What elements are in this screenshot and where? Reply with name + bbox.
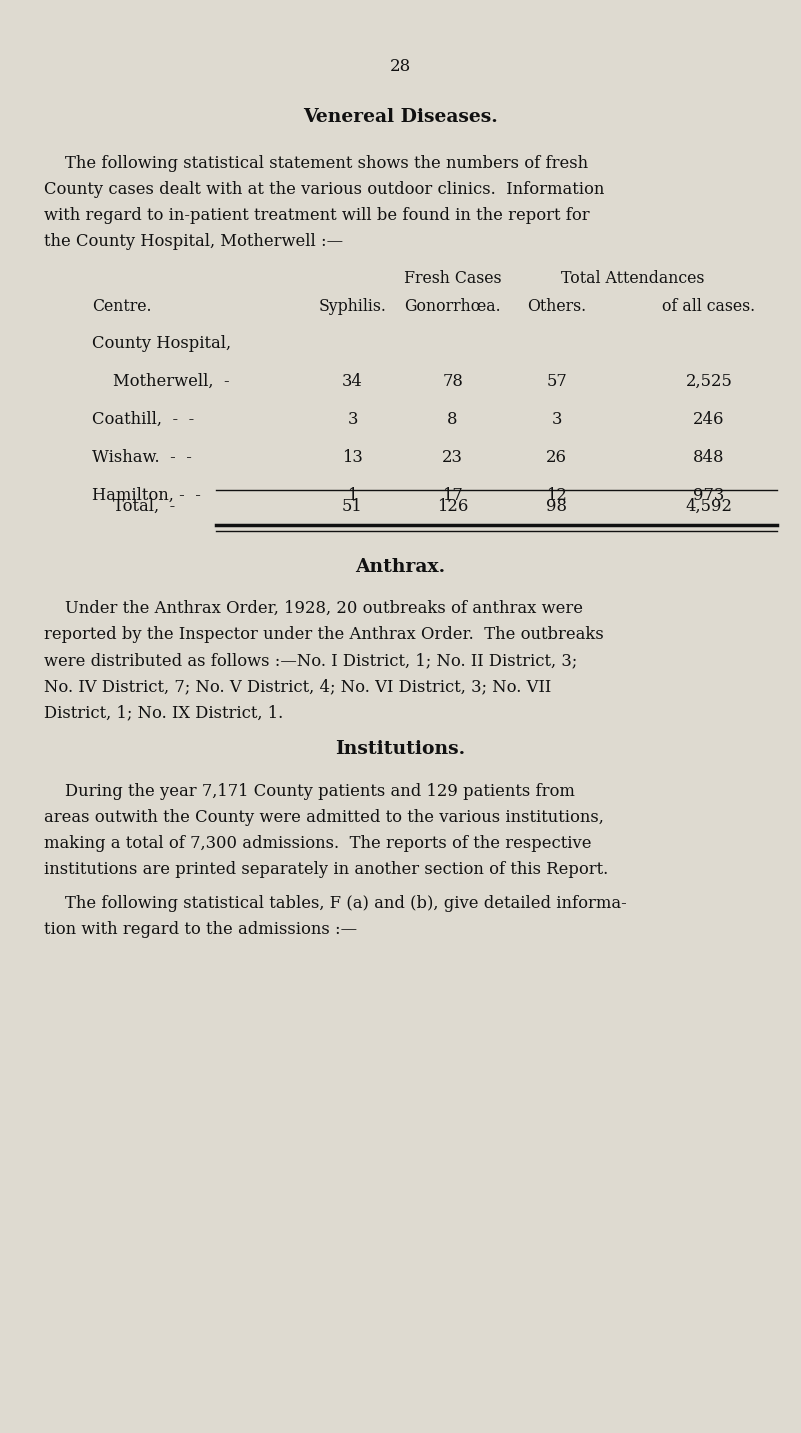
Text: During the year 7,171 County patients and 129 patients from: During the year 7,171 County patients an… bbox=[44, 782, 575, 800]
Text: 23: 23 bbox=[442, 449, 463, 466]
Text: Fresh Cases: Fresh Cases bbox=[404, 269, 501, 287]
Text: 1: 1 bbox=[348, 487, 357, 504]
Text: 26: 26 bbox=[546, 449, 567, 466]
Text: 13: 13 bbox=[342, 449, 363, 466]
Text: with regard to in-patient treatment will be found in the report for: with regard to in-patient treatment will… bbox=[44, 206, 590, 224]
Text: County cases dealt with at the various outdoor clinics.  Information: County cases dealt with at the various o… bbox=[44, 181, 605, 198]
Text: Total,  -: Total, - bbox=[92, 499, 175, 514]
Text: Institutions.: Institutions. bbox=[336, 739, 465, 758]
Text: 17: 17 bbox=[442, 487, 463, 504]
Text: reported by the Inspector under the Anthrax Order.  The outbreaks: reported by the Inspector under the Anth… bbox=[44, 626, 604, 643]
Text: 8: 8 bbox=[447, 411, 458, 428]
Text: the County Hospital, Motherwell :—: the County Hospital, Motherwell :— bbox=[44, 234, 343, 249]
Text: Anthrax.: Anthrax. bbox=[356, 557, 445, 576]
Text: 57: 57 bbox=[546, 373, 567, 390]
Text: Others.: Others. bbox=[527, 298, 586, 315]
Text: Under the Anthrax Order, 1928, 20 outbreaks of anthrax were: Under the Anthrax Order, 1928, 20 outbre… bbox=[44, 600, 583, 618]
Text: No. IV District, 7; No. V District, 4; No. VI District, 3; No. VII: No. IV District, 7; No. V District, 4; N… bbox=[44, 678, 551, 695]
Text: 126: 126 bbox=[437, 499, 469, 514]
Text: 246: 246 bbox=[693, 411, 725, 428]
Text: 28: 28 bbox=[390, 57, 411, 75]
Text: 3: 3 bbox=[552, 411, 562, 428]
Text: 34: 34 bbox=[342, 373, 363, 390]
Text: 848: 848 bbox=[693, 449, 725, 466]
Text: of all cases.: of all cases. bbox=[662, 298, 755, 315]
Text: Centre.: Centre. bbox=[92, 298, 151, 315]
Text: 973: 973 bbox=[693, 487, 725, 504]
Text: Wishaw.  -  -: Wishaw. - - bbox=[92, 449, 192, 466]
Text: making a total of 7,300 admissions.  The reports of the respective: making a total of 7,300 admissions. The … bbox=[44, 835, 592, 853]
Text: tion with regard to the admissions :—: tion with regard to the admissions :— bbox=[44, 921, 357, 939]
Text: The following statistical statement shows the numbers of fresh: The following statistical statement show… bbox=[44, 155, 588, 172]
Text: Syphilis.: Syphilis. bbox=[319, 298, 386, 315]
Text: 12: 12 bbox=[546, 487, 567, 504]
Text: Coathill,  -  -: Coathill, - - bbox=[92, 411, 195, 428]
Text: District, 1; No. IX District, 1.: District, 1; No. IX District, 1. bbox=[44, 704, 284, 721]
Text: Hamilton, -  -: Hamilton, - - bbox=[92, 487, 201, 504]
Text: 98: 98 bbox=[546, 499, 567, 514]
Text: 78: 78 bbox=[442, 373, 463, 390]
Text: areas outwith the County were admitted to the various institutions,: areas outwith the County were admitted t… bbox=[44, 810, 604, 825]
Text: Venereal Diseases.: Venereal Diseases. bbox=[303, 107, 498, 126]
Text: Total Attendances: Total Attendances bbox=[562, 269, 704, 287]
Text: 51: 51 bbox=[342, 499, 363, 514]
Text: 3: 3 bbox=[348, 411, 357, 428]
Text: The following statistical tables, F (a) and (b), give detailed informa-: The following statistical tables, F (a) … bbox=[44, 896, 627, 911]
Text: County Hospital,: County Hospital, bbox=[92, 335, 231, 353]
Text: 2,525: 2,525 bbox=[686, 373, 732, 390]
Text: Motherwell,  -: Motherwell, - bbox=[92, 373, 230, 390]
Text: were distributed as follows :—No. I District, 1; No. II District, 3;: were distributed as follows :—No. I Dist… bbox=[44, 652, 578, 669]
Text: Gonorrhœa.: Gonorrhœa. bbox=[405, 298, 501, 315]
Text: institutions are printed separately in another section of this Report.: institutions are printed separately in a… bbox=[44, 861, 608, 878]
Text: 4,592: 4,592 bbox=[686, 499, 732, 514]
